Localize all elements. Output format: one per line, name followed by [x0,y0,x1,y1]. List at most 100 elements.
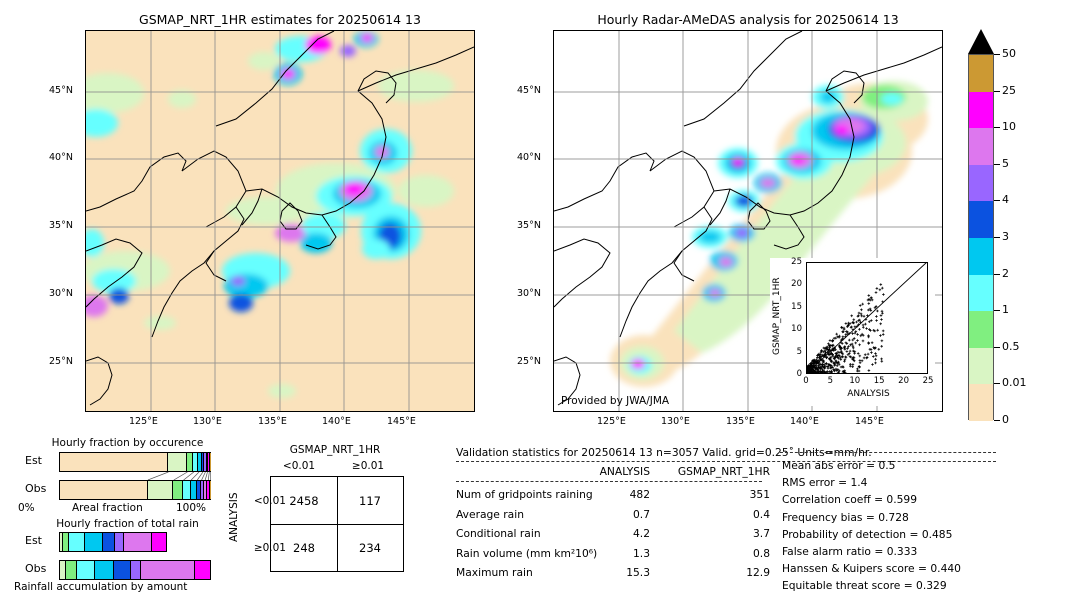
total-rain-obs-label: Obs [25,562,47,575]
map-graticule-left [86,31,474,411]
stats-row-analysis: 482 [629,488,650,501]
scatter-y-tick: 0 [796,369,802,379]
occurrence-axis-left: 0% [18,502,35,514]
colorbar-tick-label: 4 [1002,193,1009,207]
occurrence-est-bar[interactable] [59,452,211,472]
stats-row-analysis: 0.7 [633,507,650,521]
lat-tick: 35°N [49,220,73,231]
total-rain-est-label: Est [25,534,42,547]
contingency-row-header-main: ANALYSIS [228,492,240,542]
fraction-segment [207,481,210,499]
lat-tick: 25°N [517,356,541,367]
map-credit: Provided by JWA/JMA [561,395,670,407]
occurrence-legend-title: Hourly fraction by occurence [51,437,204,449]
colorbar[interactable]: 50 25 10 5 4 3 2 1 0.5 0.01 0 [966,28,1076,426]
scatter-y-tick: 15 [791,301,802,312]
stats-col-header-gsmap: GSMAP_NRT_1HR [677,465,770,478]
colorbar-band [969,311,993,348]
colorbar-tick-line [994,163,1000,165]
colorbar-band [969,238,993,275]
contingency-col-header-1: ≥0.01 [351,460,385,472]
fraction-segment [141,561,195,579]
stats-row-label: Conditional rain [456,527,541,540]
lat-tick: 45°N [517,85,541,96]
colorbar-band [969,347,993,385]
lon-tick: 130°E [661,416,690,427]
fraction-segment [190,481,197,499]
contingency-cell-0-0: 2458 [289,493,319,508]
stats-metric: Mean abs error = 0.5 [782,459,896,472]
colorbar-tick-line [994,127,1000,129]
contingency-table[interactable]: 2458 117 248 234 [270,476,404,572]
total-rain-obs-bar[interactable] [59,560,211,580]
scatter-y-tick: 5 [796,346,802,357]
gsmap-estimates-map[interactable] [85,30,475,412]
colorbar-overflow-arrow [968,29,994,54]
stats-divider-top [456,461,996,462]
fraction-segment [195,561,210,579]
occurrence-axis-right: 100% [176,502,207,514]
stats-col-header-analysis: ANALYSIS [599,465,650,478]
colorbar-tick-line [994,54,1000,55]
stats-metric: Hanssen & Kuipers score = 0.440 [782,562,961,576]
stats-row: Rain volume (mm km²10⁶) 1.3 0.8 [456,547,776,567]
colorbar-band [969,384,993,421]
fraction-segment [114,561,131,579]
total-rain-axis-label: Rainfall accumulation by amount [14,581,188,593]
fraction-segment [183,481,191,499]
colorbar-tick-label: 0 [1002,413,1009,426]
colorbar-tick-label: 2 [1002,266,1009,280]
scatter-x-tick: 10 [849,376,861,386]
stats-row: Maximum rain 15.3 12.9 [456,566,776,586]
scatter-xlabel: ANALYSIS [847,389,890,399]
stats-row-gsmap: 0.8 [753,546,770,560]
colorbar-tick-label: 50 [1002,47,1016,60]
lon-tick: 140°E [790,416,819,427]
colorbar-tick-label: 10 [1002,120,1016,134]
fraction-segment [124,533,153,551]
lon-tick: 130°E [193,416,222,427]
occurrence-obs-label: Obs [25,482,47,495]
contingency-cell-1-1: 234 [359,540,381,555]
stats-row: Conditional rain 4.2 3.7 [456,527,776,547]
stats-row-label: Average rain [456,507,524,521]
scatter-x-tick: 15 [873,376,885,386]
stats-metric: Frequency bias = 0.728 [782,510,909,524]
contingency-row-header-1: ≥0.01 [253,542,286,554]
metrics-divider [780,452,996,453]
lon-tick: 135°E [258,416,287,427]
occurrence-obs-bar[interactable] [59,480,211,500]
lon-tick: 135°E [726,416,755,427]
precip-field-light [86,31,454,398]
colorbar-tick-line [994,200,1000,202]
colorbar-tick-line [994,237,1000,238]
colorbar-tick-line [994,383,1000,385]
fraction-segment [208,453,210,471]
stats-metric: Correlation coeff = 0.599 [782,493,918,507]
stats-row-gsmap: 0.4 [753,507,770,521]
stats-row-gsmap: 3.7 [753,527,770,540]
fraction-segment [152,533,166,551]
fraction-segment [62,533,69,551]
stats-row-analysis: 1.3 [633,546,650,560]
colorbar-tick-line [994,273,1000,275]
left-panel-title: GSMAP_NRT_1HR estimates for 20250614 13 [139,12,421,27]
total-rain-est-bar[interactable] [59,532,167,552]
right-panel-title: Hourly Radar-AMeDAS analysis for 2025061… [597,12,899,27]
fraction-segment [60,533,63,551]
fraction-segment [204,481,208,499]
fraction-segment [103,533,116,551]
fraction-segment [94,561,114,579]
contingency-col-header-main: GSMAP_NRT_1HR [289,444,381,456]
lon-tick: 125°E [129,416,158,427]
stats-metric: Probability of detection = 0.485 [782,527,953,541]
fraction-segment [60,453,168,471]
lon-tick: 125°E [597,416,626,427]
stats-row: Num of gridpoints raining 482 351 [456,488,776,508]
scatter-inset[interactable]: GSMAP_NRT_1HR 25 20 15 10 5 0 0 5 10 15 20 25 ANAL… [770,257,935,406]
fraction-segment [198,453,203,471]
lat-tick: 25°N [49,356,73,367]
coastline-right [554,31,942,406]
lat-tick: 35°N [517,220,541,231]
fraction-segment [76,561,95,579]
